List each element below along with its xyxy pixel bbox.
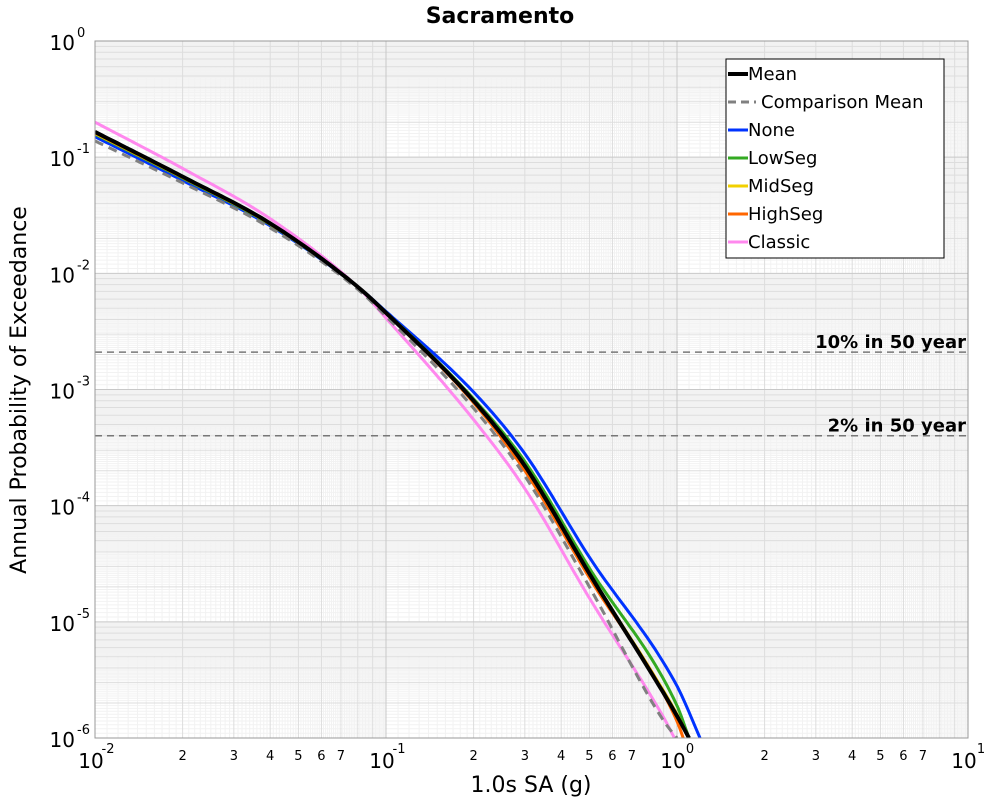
y-tick-exponent: -5 [77, 607, 90, 622]
y-tick-base: 10 [50, 31, 75, 55]
reference-line-label: 2% in 50 year [828, 416, 966, 437]
y-tick-exponent: -4 [77, 491, 90, 506]
y-tick-label: 10 -1 [50, 142, 90, 171]
x-tick-label: 10 1 [951, 742, 985, 773]
chart-title: Sacramento [426, 4, 575, 29]
y-tick-label: 10 -6 [50, 723, 90, 752]
reference-line-label: 10% in 50 year [815, 332, 966, 353]
x-minor-tick-label: 2 [760, 749, 768, 764]
y-tick-exponent: -6 [77, 723, 90, 738]
x-tick-exponent: 0 [686, 742, 694, 757]
plot-frame [94, 40, 969, 739]
x-minor-tick-label: 7 [337, 749, 345, 764]
y-tick-label: 10 -2 [50, 258, 90, 287]
y-axis-label: Annual Probability of Exceedance [7, 206, 32, 574]
x-minor-tick-label: 2 [178, 749, 186, 764]
x-minor-tick-label: 5 [585, 749, 593, 764]
legend-label-none: None [748, 120, 795, 141]
x-minor-tick-label: 3 [812, 749, 820, 764]
x-minor-tick-label: 6 [608, 749, 616, 764]
x-tick-label: 10 0 [660, 742, 694, 773]
legend-label-mean: Mean [748, 64, 797, 85]
x-minor-tick-label: 7 [919, 749, 927, 764]
x-tick-base: 10 [78, 749, 103, 773]
y-tick-base: 10 [50, 496, 75, 520]
y-tick-base: 10 [50, 380, 75, 404]
y-tick-exponent: -2 [77, 258, 90, 273]
x-tick-exponent: 1 [977, 742, 985, 757]
series-line-classic [95, 120, 676, 738]
y-tick-base: 10 [50, 263, 75, 287]
x-minor-tick-label: 5 [294, 749, 302, 764]
x-tick-exponent: -2 [102, 742, 115, 757]
reference-lines: 10% in 50 year 2% in 50 year [95, 332, 968, 437]
y-tick-exponent: 0 [77, 26, 85, 41]
x-tick-label: 10-1 [369, 742, 405, 773]
x-minor-tick-label: 5 [876, 749, 884, 764]
legend-label-midseg: MidSeg [748, 176, 814, 197]
series-lines [95, 120, 702, 738]
x-tick-exponent: -1 [393, 742, 406, 757]
x-minor-tick-label: 3 [521, 749, 529, 764]
y-tick-base: 10 [50, 728, 75, 752]
y-tick-exponent: -1 [77, 142, 90, 157]
y-tick-base: 10 [50, 147, 75, 171]
legend: Mean Comparison Mean None LowSeg MidSeg HighS… [725, 58, 945, 259]
legend-label-lowseg: LowSeg [748, 148, 817, 169]
y-tick-exponent: -3 [77, 375, 90, 390]
x-axis-label: 1.0s SA (g) [471, 773, 592, 798]
y-tick-base: 10 [50, 612, 75, 636]
x-minor-tick-label: 4 [557, 749, 565, 764]
legend-label-comparison-mean: Comparison Mean [761, 92, 924, 113]
x-minor-tick-label: 6 [317, 749, 325, 764]
y-tick-label: 10 0 [50, 26, 86, 55]
legend-label-highseg: HighSeg [748, 204, 823, 225]
series-line-mean [95, 130, 691, 738]
x-minor-tick-label: 6 [899, 749, 907, 764]
y-tick-label: 10 -5 [50, 607, 90, 636]
series-line-comparison-mean [95, 139, 679, 738]
x-minor-tick-label: 7 [628, 749, 636, 764]
x-minor-tick-label: 4 [848, 749, 856, 764]
x-tick-label: 10-2 [78, 742, 114, 773]
y-tick-label: 10 -3 [50, 375, 90, 404]
legend-box [725, 58, 945, 259]
legend-label-classic: Classic [748, 232, 810, 253]
x-minor-tick-label: 3 [230, 749, 238, 764]
x-tick-base: 10 [660, 749, 685, 773]
x-minor-tick-label: 4 [266, 749, 274, 764]
x-axis-ticks: 10-2 2 3 4 5 6 7 10-1 2 3 4 5 6 7 10 0 2 3 4 5 6 7 10 1 [78, 742, 985, 773]
x-tick-base: 10 [369, 749, 394, 773]
y-tick-label: 10 -4 [50, 491, 90, 520]
x-minor-tick-label: 2 [469, 749, 477, 764]
x-tick-base: 10 [951, 749, 976, 773]
